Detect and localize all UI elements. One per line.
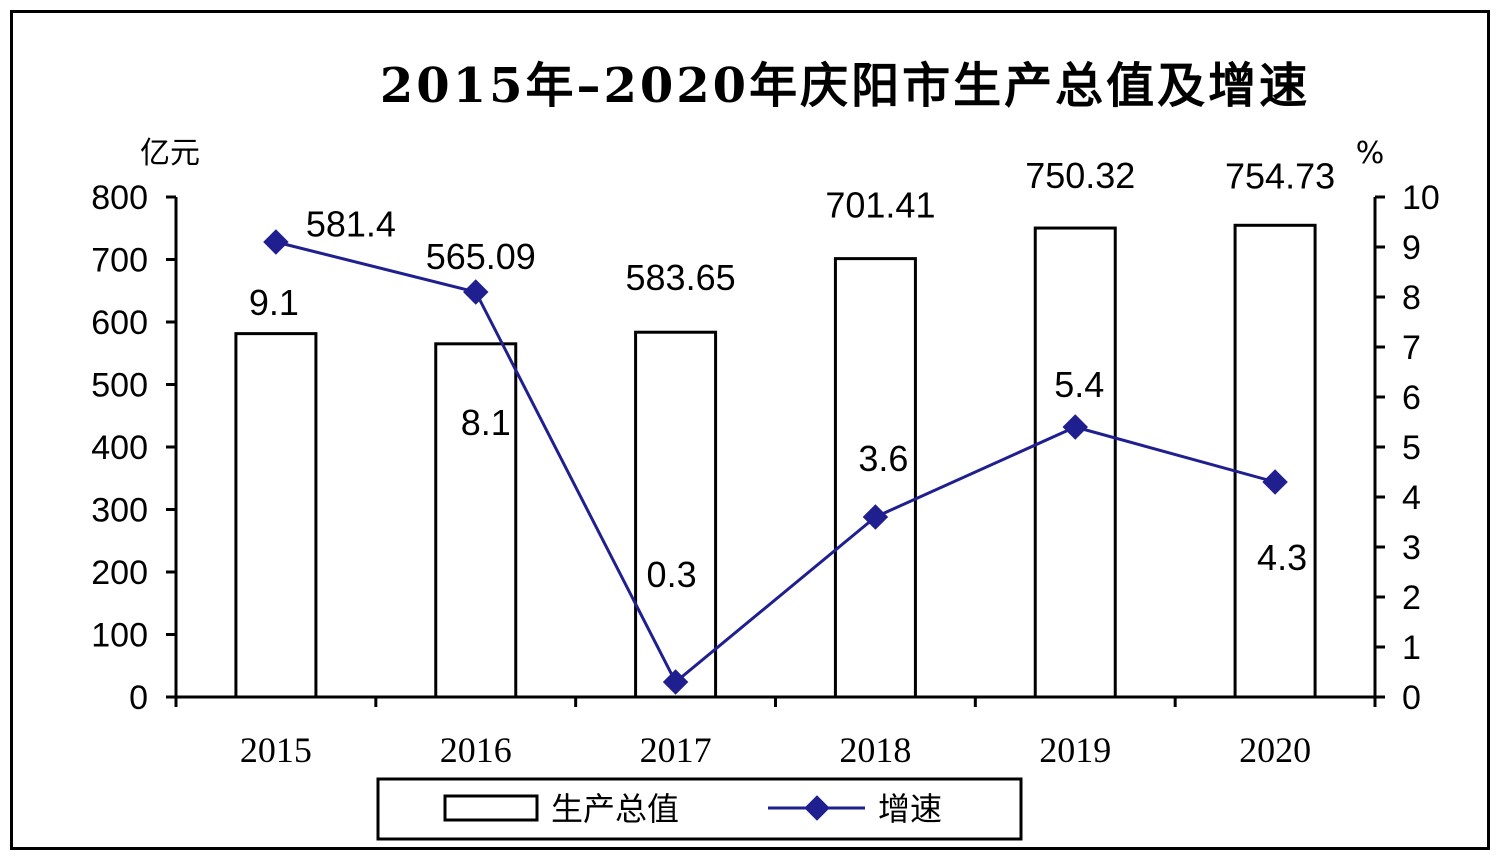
bar-value-label-2016: 565.09 bbox=[426, 236, 536, 277]
growth-marker-2015 bbox=[263, 229, 289, 255]
right-tick-label: 4 bbox=[1402, 479, 1421, 517]
x-tick-label-2018: 2018 bbox=[839, 730, 911, 770]
legend: 生产总值 增速 bbox=[376, 777, 1023, 841]
data-labels: 581.4 565.09 583.65 701.41 750.32 754.73 9.1 8.… bbox=[249, 155, 1335, 595]
right-tick-label: 3 bbox=[1402, 529, 1421, 567]
left-tick-label: 700 bbox=[91, 242, 148, 280]
growth-marker-2018 bbox=[862, 504, 889, 530]
left-tick-label: 400 bbox=[91, 429, 148, 467]
growth-value-label-2017: 0.3 bbox=[647, 554, 697, 595]
bar-2015 bbox=[234, 332, 318, 699]
right-tick-label: 10 bbox=[1402, 179, 1440, 217]
x-tick-label-2020: 2020 bbox=[1239, 730, 1311, 770]
growth-value-label-2019: 5.4 bbox=[1054, 364, 1104, 405]
bar-2016 bbox=[434, 342, 518, 699]
growth-line bbox=[275, 240, 1276, 685]
left-tick-label: 600 bbox=[91, 304, 148, 342]
bar-2017 bbox=[634, 330, 718, 699]
left-tick-label: 300 bbox=[91, 492, 148, 530]
left-axis-unit: 亿元 bbox=[140, 136, 200, 171]
x-tick-label-2017: 2017 bbox=[640, 730, 712, 770]
right-axis-unit: % bbox=[1356, 136, 1385, 171]
right-tick-label: 9 bbox=[1402, 229, 1421, 267]
legend-bar-swatch bbox=[443, 794, 539, 822]
left-tick-label: 800 bbox=[91, 179, 148, 217]
bars bbox=[234, 223, 1317, 699]
bar-value-label-2018: 701.41 bbox=[825, 185, 935, 226]
right-tick-label: 7 bbox=[1402, 329, 1421, 367]
left-tick-label: 500 bbox=[91, 367, 148, 405]
bar-value-label-2020: 754.73 bbox=[1225, 155, 1335, 196]
legend-marker-swatch bbox=[804, 795, 830, 821]
bar-value-label-2019: 750.32 bbox=[1025, 155, 1135, 196]
axes: 0 100 200 300 400 500 600 700 800 0 1 2 3 4 5 6 7 8 9 10 201… bbox=[91, 179, 1440, 770]
growth-line-series bbox=[263, 229, 1288, 695]
x-tick-label-2015: 2015 bbox=[240, 730, 312, 770]
right-tick-label: 0 bbox=[1402, 679, 1421, 717]
growth-value-label-2020: 4.3 bbox=[1257, 537, 1307, 578]
right-tick-label: 2 bbox=[1402, 579, 1421, 617]
right-tick-label: 6 bbox=[1402, 379, 1421, 417]
legend-label-line: 增速 bbox=[878, 790, 942, 828]
left-tick-label: 0 bbox=[129, 679, 148, 717]
bar-2019 bbox=[1033, 226, 1117, 699]
left-tick-label: 200 bbox=[91, 554, 148, 592]
growth-marker-2016 bbox=[463, 279, 489, 305]
bar-value-label-2015: 581.4 bbox=[306, 204, 396, 245]
legend-label-bar: 生产总值 bbox=[551, 790, 679, 828]
bar-value-label-2017: 583.65 bbox=[626, 257, 736, 298]
growth-marker-2017 bbox=[662, 669, 689, 695]
right-tick-label: 5 bbox=[1402, 429, 1421, 467]
bar-2018 bbox=[833, 257, 917, 699]
growth-value-label-2016: 8.1 bbox=[461, 402, 511, 443]
growth-value-label-2015: 9.1 bbox=[249, 282, 299, 323]
x-tick-label-2016: 2016 bbox=[440, 730, 512, 770]
right-tick-label: 8 bbox=[1402, 279, 1421, 317]
chart-title: 2015年–2020年庆阳市生产总值及增速 bbox=[380, 58, 1310, 114]
x-tick-label-2019: 2019 bbox=[1039, 730, 1111, 770]
right-tick-label: 1 bbox=[1402, 629, 1421, 667]
growth-value-label-2018: 3.6 bbox=[858, 438, 908, 479]
bar-2020 bbox=[1233, 223, 1317, 699]
left-tick-label: 100 bbox=[91, 617, 148, 655]
